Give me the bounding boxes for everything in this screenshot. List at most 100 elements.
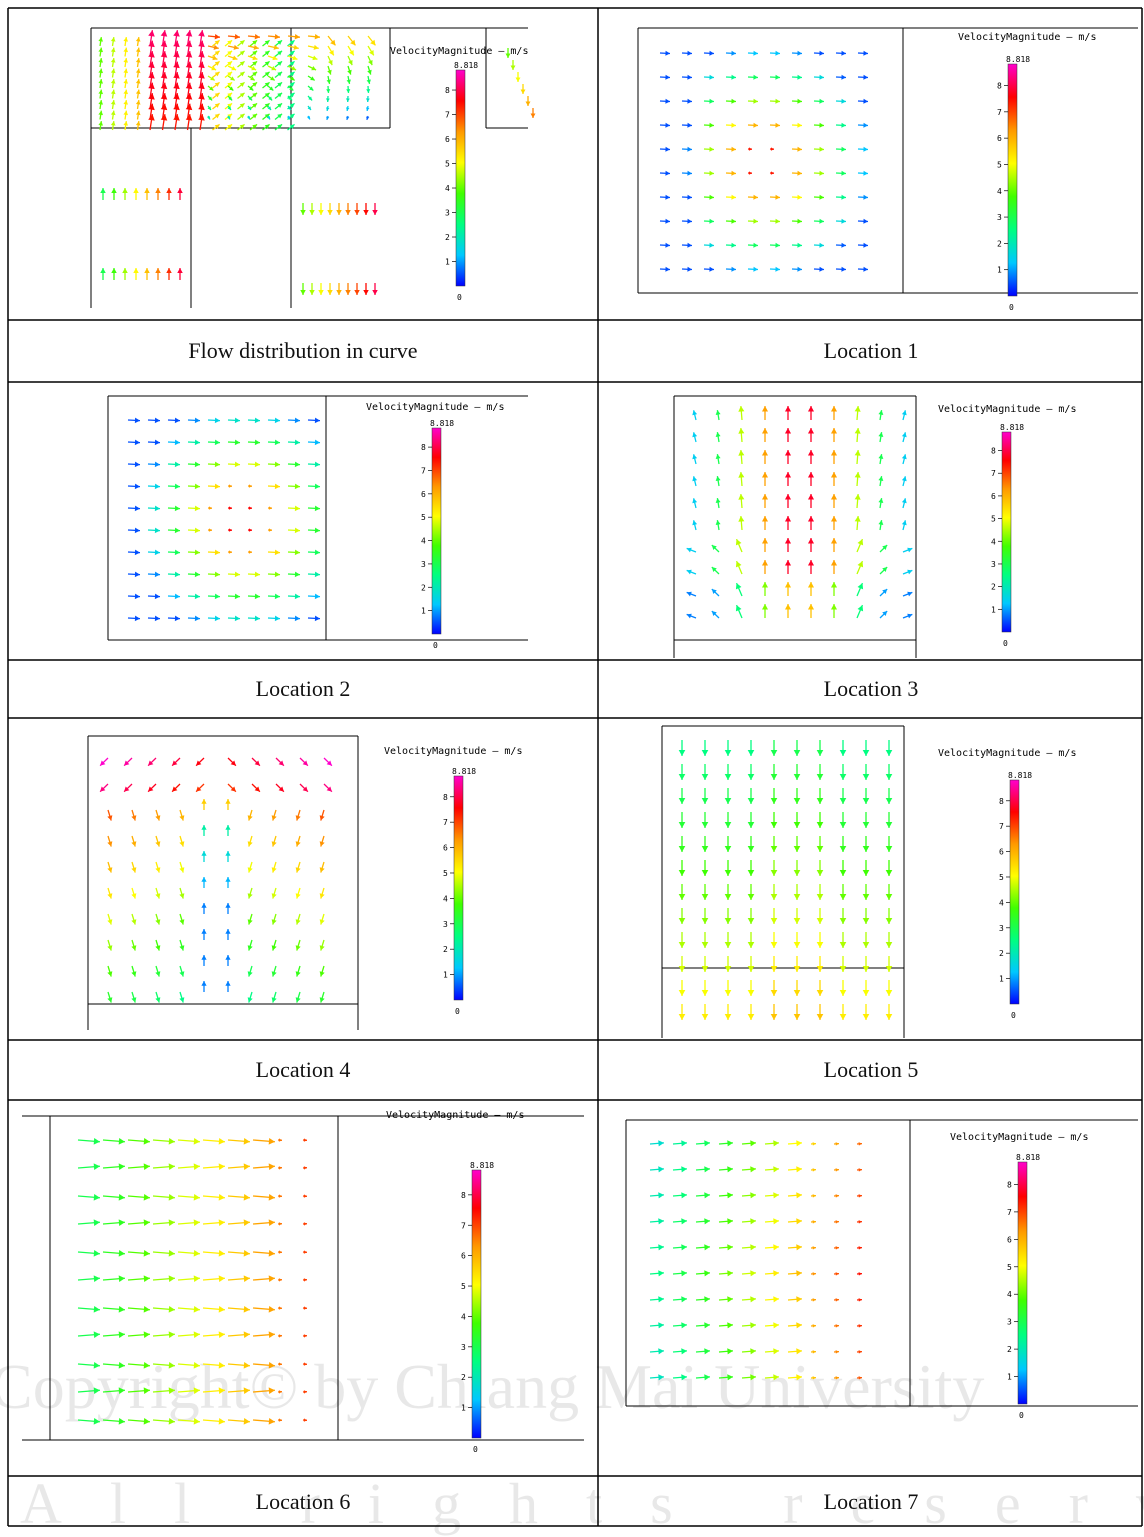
velocity-vector (817, 812, 824, 828)
legend-tick-label: 7 (1007, 1208, 1012, 1217)
velocity-vector (111, 69, 116, 78)
velocity-vector (153, 1250, 175, 1257)
velocity-vector (272, 992, 277, 1003)
legend-tick-label: 5 (421, 513, 426, 522)
velocity-vector (153, 1194, 175, 1201)
velocity-vector (320, 888, 325, 899)
legend-max-label: 8.818 (454, 61, 478, 70)
velocity-vector (272, 966, 277, 977)
velocity-vector (225, 40, 232, 46)
legend-min-label: 0 (1011, 1011, 1016, 1020)
legend-min-label: 0 (1019, 1411, 1024, 1420)
velocity-vector (308, 506, 320, 511)
velocity-vector (738, 428, 744, 442)
velocity-vector (103, 1362, 125, 1369)
velocity-vector (834, 1350, 839, 1354)
velocity-vector (863, 884, 870, 900)
velocity-vector (320, 966, 325, 977)
velocity-vector (300, 283, 306, 295)
velocity-vector (702, 980, 709, 996)
velocity-vector (272, 836, 277, 847)
legend-tick-label: 1 (443, 971, 448, 980)
velocity-vector (250, 72, 257, 78)
velocity-vector (203, 1250, 225, 1257)
velocity-vector (840, 788, 847, 804)
velocity-vector (250, 40, 257, 46)
velocity-vector (196, 758, 204, 766)
velocity-vector (208, 66, 216, 70)
velocity-vector (225, 124, 232, 130)
velocity-vector (208, 106, 211, 110)
velocity-vector (673, 1166, 687, 1172)
legend-title: VelocityMagnitude – m/s (366, 402, 504, 413)
velocity-vector (366, 86, 370, 93)
velocity-vector (725, 740, 732, 756)
velocity-vector (123, 79, 128, 88)
velocity-vector (103, 1387, 125, 1394)
velocity-vector (748, 764, 755, 780)
velocity-vector (148, 462, 160, 467)
velocity-vector (840, 836, 847, 852)
velocity-vector (765, 1244, 779, 1250)
velocity-vector (814, 147, 824, 152)
velocity-vector (814, 195, 824, 200)
velocity-vector (702, 956, 709, 972)
velocity-vector (702, 884, 709, 900)
velocity-vector (324, 758, 332, 766)
velocity-vector (208, 594, 220, 599)
velocity-vector (814, 99, 824, 104)
velocity-vector (834, 1246, 839, 1250)
velocity-vector (111, 79, 116, 88)
velocity-vector (808, 516, 814, 530)
velocity-vector (268, 86, 273, 91)
velocity-vector (716, 520, 721, 530)
velocity-vector (303, 1306, 307, 1309)
velocity-vector (203, 1306, 225, 1313)
velocity-vector (208, 528, 212, 531)
velocity-vector (98, 121, 103, 130)
velocity-vector (811, 1272, 816, 1276)
legend-tick-label: 1 (991, 605, 996, 614)
velocity-vector (268, 506, 272, 509)
velocity-vector (225, 825, 230, 836)
velocity-vector (225, 799, 230, 810)
velocity-vector (303, 1250, 307, 1253)
velocity-vector (794, 836, 801, 852)
velocity-vector (886, 812, 893, 828)
velocity-vector (817, 884, 824, 900)
velocity-vector (771, 980, 778, 996)
velocity-vector (276, 758, 284, 766)
velocity-vector (131, 914, 136, 925)
velocity-vector (794, 1004, 801, 1020)
velocity-vector (516, 72, 521, 82)
velocity-vector (131, 966, 136, 977)
velocity-vector (765, 1322, 779, 1328)
velocity-vector (128, 594, 140, 599)
velocity-vector (831, 516, 837, 530)
velocity-vector (201, 825, 206, 836)
velocity-vector (836, 243, 846, 248)
velocity-vector (840, 812, 847, 828)
legend-tick-label: 5 (1007, 1263, 1012, 1272)
velocity-vector (762, 472, 768, 486)
velocity-vector (250, 61, 257, 67)
velocity-vector (228, 1306, 250, 1313)
velocity-vector (308, 594, 320, 599)
velocity-vector (814, 123, 824, 128)
velocity-vector (253, 1138, 275, 1145)
velocity-vector (155, 810, 160, 821)
velocity-vector (742, 1348, 756, 1354)
legend-tick-label: 1 (999, 975, 1004, 984)
velocity-vector (268, 106, 271, 110)
caption-4: Location 3 (598, 678, 1144, 700)
legend-tick-label: 8 (421, 443, 426, 452)
velocity-vector (178, 1306, 200, 1313)
legend-tick-label: 4 (421, 537, 426, 546)
velocity-vector (201, 851, 206, 862)
velocity-vector (155, 888, 160, 899)
velocity-vector (857, 605, 863, 618)
